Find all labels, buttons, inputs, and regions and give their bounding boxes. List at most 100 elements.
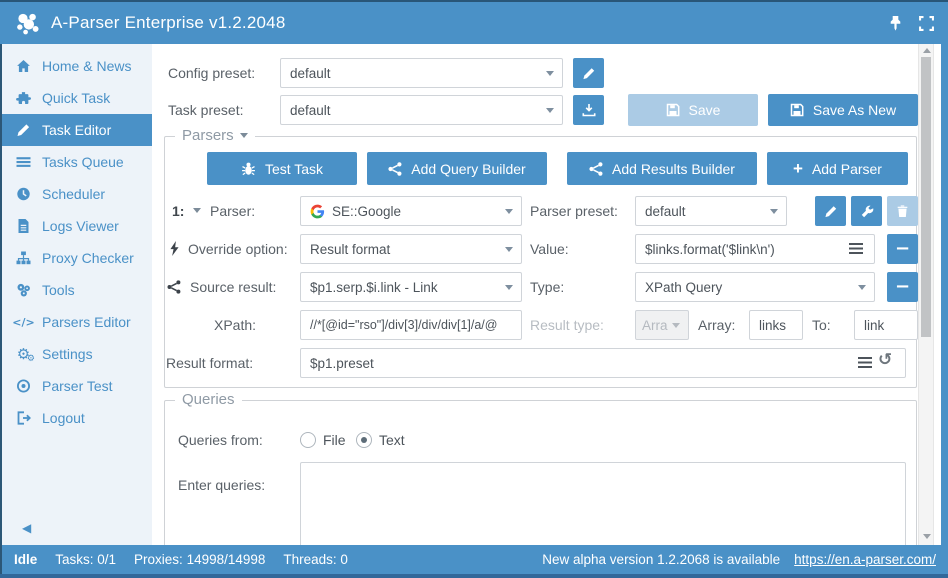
add-results-builder-button[interactable]: Add Results Builder bbox=[567, 152, 757, 185]
bolt-icon bbox=[169, 241, 180, 256]
undo-icon[interactable]: ↺ bbox=[878, 350, 893, 370]
minus-icon: − bbox=[894, 276, 911, 297]
task-preset-label: Task preset: bbox=[168, 102, 244, 118]
collapse-row-icon[interactable] bbox=[193, 208, 201, 213]
task-preset-select[interactable]: default bbox=[280, 95, 563, 125]
target-icon bbox=[15, 379, 32, 393]
result-format-input[interactable]: $p1.preset bbox=[300, 348, 906, 378]
add-parser-button[interactable]: + Add Parser bbox=[767, 152, 908, 185]
xpath-input[interactable]: //*[@id="rso"]/div[3]/div/div[1]/a/@ bbox=[300, 310, 522, 340]
sidebar-item-proxy-checker[interactable]: Proxy Checker bbox=[2, 242, 152, 274]
remove-override-button[interactable]: − bbox=[887, 234, 918, 264]
sidebar-item-parsers-editor[interactable]: </> Parsers Editor bbox=[12, 314, 131, 330]
status-proxies: Proxies: 14998/14998 bbox=[134, 552, 266, 567]
type-label: Type: bbox=[530, 279, 565, 295]
queries-from-file-option[interactable]: File bbox=[323, 432, 346, 448]
vertical-scrollbar[interactable] bbox=[918, 44, 934, 545]
sign-out-icon bbox=[15, 411, 32, 425]
floppy-icon bbox=[666, 103, 680, 117]
app-logo-icon bbox=[14, 10, 41, 37]
home-icon bbox=[15, 59, 32, 73]
sidebar-item-logs-viewer[interactable]: Logs Viewer bbox=[2, 210, 152, 242]
clock-icon bbox=[15, 187, 32, 201]
status-bar: Idle Tasks: 0/1 Proxies: 14998/14998 Thr… bbox=[0, 545, 948, 574]
override-option-label: Override option: bbox=[188, 241, 288, 257]
sidebar: Home & News Quick Task Task Editor Tasks… bbox=[0, 44, 152, 545]
override-option-select[interactable]: Result format bbox=[300, 234, 522, 264]
status-tasks: Tasks: 0/1 bbox=[55, 552, 117, 567]
edit-parser-preset-button[interactable] bbox=[815, 196, 846, 226]
parser-preset-select[interactable]: default bbox=[635, 196, 787, 226]
value-label: Value: bbox=[530, 241, 569, 257]
parser-options-button[interactable] bbox=[851, 196, 882, 226]
fullscreen-icon[interactable] bbox=[919, 15, 934, 31]
import-preset-button[interactable] bbox=[573, 95, 604, 125]
result-format-label: Result format: bbox=[166, 355, 254, 371]
share-icon bbox=[388, 161, 402, 176]
status-state: Idle bbox=[14, 552, 38, 567]
bug-icon bbox=[241, 161, 256, 176]
type-select[interactable]: XPath Query bbox=[635, 272, 875, 302]
scrollbar-thumb[interactable] bbox=[921, 57, 931, 337]
sidebar-collapse-button[interactable]: ◀ bbox=[22, 521, 32, 535]
parser-select[interactable]: SE::Google bbox=[300, 196, 522, 226]
save-button[interactable]: Save bbox=[628, 94, 758, 126]
plus-icon: + bbox=[793, 159, 803, 178]
template-menu-icon[interactable] bbox=[858, 356, 872, 369]
queries-from-text-option[interactable]: Text bbox=[379, 432, 405, 448]
array-input[interactable]: links bbox=[749, 310, 803, 340]
pencil-icon bbox=[582, 67, 596, 80]
sidebar-item-task-editor[interactable]: Task Editor bbox=[2, 114, 152, 146]
queries-from-file-radio[interactable] bbox=[300, 432, 316, 448]
save-as-new-button[interactable]: Save As New bbox=[768, 94, 918, 126]
app-header: A-Parser Enterprise v1.2.2048 bbox=[0, 0, 948, 44]
template-menu-icon[interactable] bbox=[849, 242, 863, 255]
queries-legend: Queries bbox=[175, 391, 242, 408]
config-preset-select[interactable]: default bbox=[280, 58, 563, 88]
to-label: To: bbox=[812, 317, 831, 333]
edit-config-preset-button[interactable] bbox=[573, 58, 604, 88]
update-link[interactable]: https://en.a-parser.com/ bbox=[794, 552, 936, 567]
share-icon bbox=[589, 161, 603, 176]
code-icon: </> bbox=[12, 315, 35, 329]
pin-icon[interactable] bbox=[888, 15, 903, 31]
parser-label: Parser: bbox=[210, 203, 256, 219]
xpath-label: XPath: bbox=[214, 317, 257, 333]
source-result-select[interactable]: $p1.serp.$i.link - Link bbox=[300, 272, 522, 302]
chevron-down-icon bbox=[239, 133, 248, 138]
minus-icon: − bbox=[894, 238, 911, 259]
sidebar-item-quick-task[interactable]: Quick Task bbox=[2, 82, 152, 114]
pencil-icon bbox=[824, 205, 838, 218]
parsers-legend[interactable]: Parsers bbox=[175, 127, 255, 144]
add-query-builder-button[interactable]: Add Query Builder bbox=[367, 152, 547, 185]
sitemap-icon bbox=[15, 251, 32, 265]
delete-parser-button[interactable] bbox=[887, 196, 918, 226]
share-dark-icon bbox=[167, 280, 181, 294]
right-border-strip bbox=[941, 44, 948, 545]
result-type-select[interactable]: Arra bbox=[635, 310, 689, 340]
status-threads: Threads: 0 bbox=[283, 552, 348, 567]
queries-fieldset: Queries bbox=[164, 391, 917, 545]
sidebar-item-scheduler[interactable]: Scheduler bbox=[2, 178, 152, 210]
source-result-label: Source result: bbox=[190, 279, 277, 295]
sidebar-item-tasks-queue[interactable]: Tasks Queue bbox=[2, 146, 152, 178]
queries-from-text-radio[interactable] bbox=[356, 432, 372, 448]
enter-queries-label: Enter queries: bbox=[178, 477, 266, 493]
update-notice: New alpha version 1.2.2068 is available bbox=[542, 552, 781, 567]
scroll-down-icon[interactable] bbox=[923, 534, 931, 539]
queries-textarea[interactable] bbox=[300, 462, 906, 545]
sidebar-item-tools[interactable]: Tools bbox=[2, 274, 152, 306]
gears-cluster-icon bbox=[15, 283, 32, 297]
sidebar-item-settings[interactable]: ⚙ ⚙ Settings bbox=[16, 344, 93, 364]
scroll-up-icon[interactable] bbox=[923, 48, 931, 53]
sidebar-item-home-news[interactable]: Home & News bbox=[2, 50, 152, 82]
remove-result-builder-button[interactable]: − bbox=[887, 272, 918, 302]
value-input[interactable]: $links.format('$link\n') bbox=[635, 234, 875, 264]
sidebar-item-logout[interactable]: Logout bbox=[2, 402, 152, 434]
test-task-button[interactable]: Test Task bbox=[207, 152, 357, 185]
to-input[interactable]: link bbox=[854, 310, 918, 340]
google-icon bbox=[310, 204, 325, 219]
download-icon bbox=[582, 103, 596, 117]
sidebar-item-parser-test[interactable]: Parser Test bbox=[2, 370, 152, 402]
